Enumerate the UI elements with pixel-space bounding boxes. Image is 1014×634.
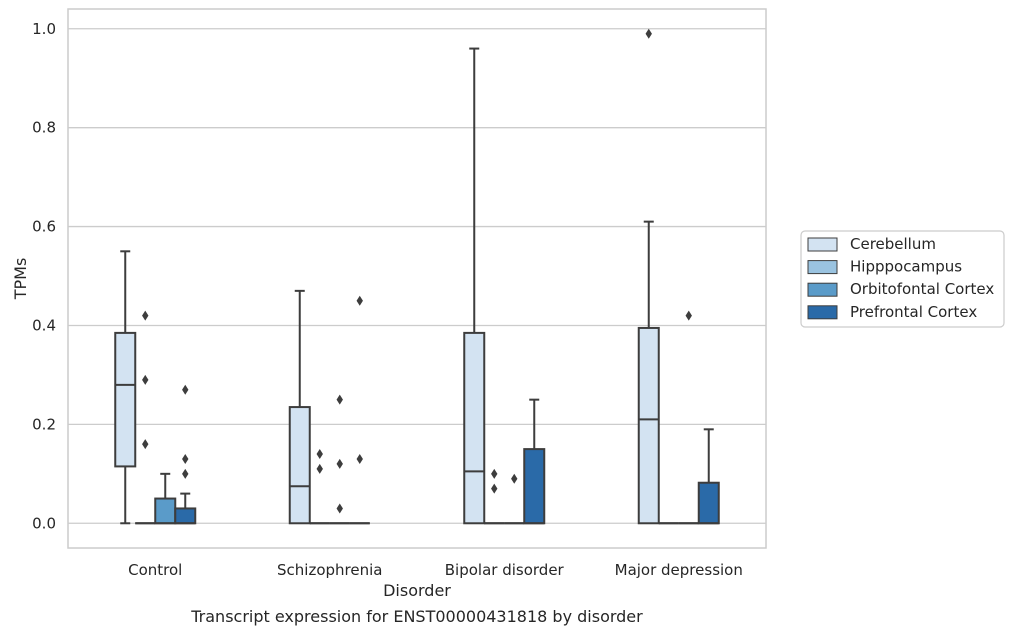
legend-label: Prefrontal Cortex [850,303,977,321]
x-tick-label: Schizophrenia [277,561,382,579]
legend-frame [800,230,1005,328]
iqr-box [637,326,660,525]
box-orbitofontal-cortex [678,310,699,525]
iqr-box [154,497,177,525]
x-axis-label: Disorder [383,581,451,600]
outlier-point [336,503,343,514]
outlier-point [316,463,323,474]
y-tick-label: 1.0 [32,20,56,38]
outlier-point [685,310,692,321]
box-prefrontal-cortex [697,428,720,525]
box-cerebellum [288,289,311,525]
y-tick-label: 0.6 [32,218,56,236]
iqr-box [114,331,137,468]
outlier-point [142,439,149,450]
y-tick-label: 0.4 [32,316,56,334]
legend-swatch [807,282,838,297]
legend: Cerebellum Hipppocampus Orbitofontal Corte… [800,230,1005,328]
box-hipppocampus [484,468,505,525]
iqr-box [174,507,197,525]
outlier-point [316,449,323,460]
iqr-box [523,448,546,525]
box-cerebellum [114,250,137,525]
outlier-point [511,473,518,484]
legend-swatch [807,237,838,252]
box-hipppocampus [309,449,330,525]
plot-frame [67,8,767,549]
outlier-point [356,295,363,306]
outlier-point [182,468,189,479]
legend-label: Hipppocampus [850,258,962,276]
legend-swatch [807,260,838,275]
box-orbitofontal-cortex [154,472,177,525]
outlier-point [356,453,363,464]
outlier-point [491,483,498,494]
box-series [114,28,720,525]
axis-ticks: 0.0 0.2 0.4 0.6 0.8 1.0 Control Schizophrenia Bi… [32,20,743,579]
box-cerebellum [463,47,486,525]
outlier-point [336,394,343,405]
legend-label: Cerebellum [850,235,936,253]
x-tick-label: Bipolar disorder [445,561,565,579]
outlier-point [645,28,652,39]
box-orbitofontal-cortex [504,473,525,525]
box-hipppocampus [135,310,156,525]
y-axis-label: TPMs [11,258,30,301]
y-tick-label: 0.0 [32,514,56,532]
gridlines [68,28,766,524]
iqr-box [463,331,486,525]
outlier-point [142,374,149,385]
outlier-point [142,310,149,321]
outlier-point [491,468,498,479]
y-tick-label: 0.2 [32,415,56,433]
legend-swatch [807,305,838,320]
iqr-box [697,481,720,525]
outlier-point [182,384,189,395]
box-cerebellum [637,28,660,525]
chart-caption: Transcript expression for ENST0000043181… [190,607,643,626]
x-tick-label: Major depression [615,561,743,579]
box-prefrontal-cortex [174,384,197,525]
legend-label: Orbitofontal Cortex [850,280,994,298]
y-tick-label: 0.8 [32,119,56,137]
box-prefrontal-cortex [349,295,370,525]
box-prefrontal-cortex [523,398,546,525]
outlier-point [336,458,343,469]
box-orbitofontal-cortex [329,394,350,525]
iqr-box [288,406,311,525]
outlier-point [182,453,189,464]
x-tick-label: Control [128,561,182,579]
